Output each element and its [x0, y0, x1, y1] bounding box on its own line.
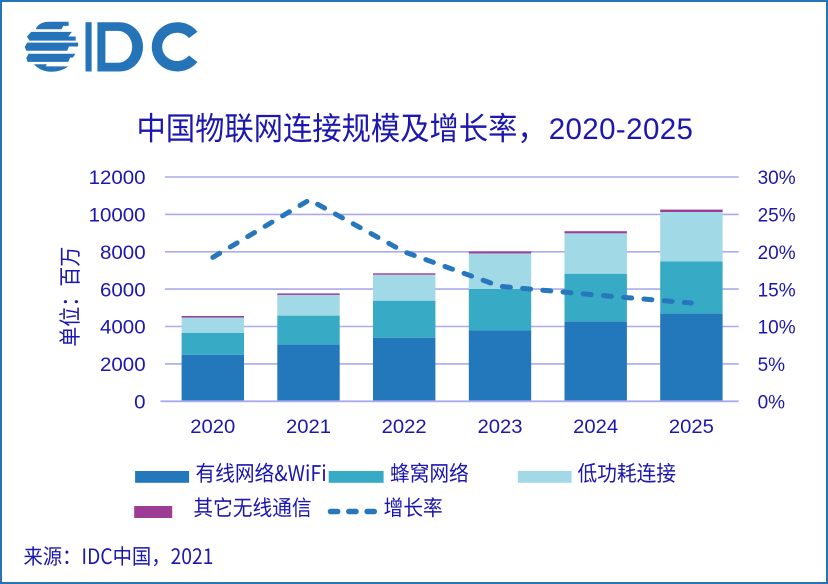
svg-text:8000: 8000	[100, 243, 146, 264]
svg-text:2022: 2022	[382, 417, 427, 438]
svg-text:2021: 2021	[286, 417, 331, 438]
svg-text:20%: 20%	[758, 243, 796, 264]
svg-text:0%: 0%	[758, 393, 786, 414]
svg-text:2000: 2000	[100, 355, 146, 376]
svg-text:2023: 2023	[478, 417, 523, 438]
svg-text:10%: 10%	[758, 318, 796, 339]
svg-text:5%: 5%	[758, 355, 786, 376]
svg-text:6000: 6000	[100, 280, 146, 301]
svg-text:2020: 2020	[190, 417, 235, 438]
svg-text:2024: 2024	[573, 417, 618, 438]
svg-text:2025: 2025	[669, 417, 714, 438]
svg-text:30%: 30%	[758, 168, 796, 189]
svg-text:15%: 15%	[758, 280, 796, 301]
svg-text:4000: 4000	[100, 318, 146, 339]
svg-text:12000: 12000	[89, 168, 146, 189]
svg-text:25%: 25%	[758, 206, 796, 227]
svg-text:0: 0	[134, 393, 145, 414]
svg-text:2020-2025: 2020-2025	[549, 113, 694, 146]
svg-text:10000: 10000	[89, 206, 146, 227]
